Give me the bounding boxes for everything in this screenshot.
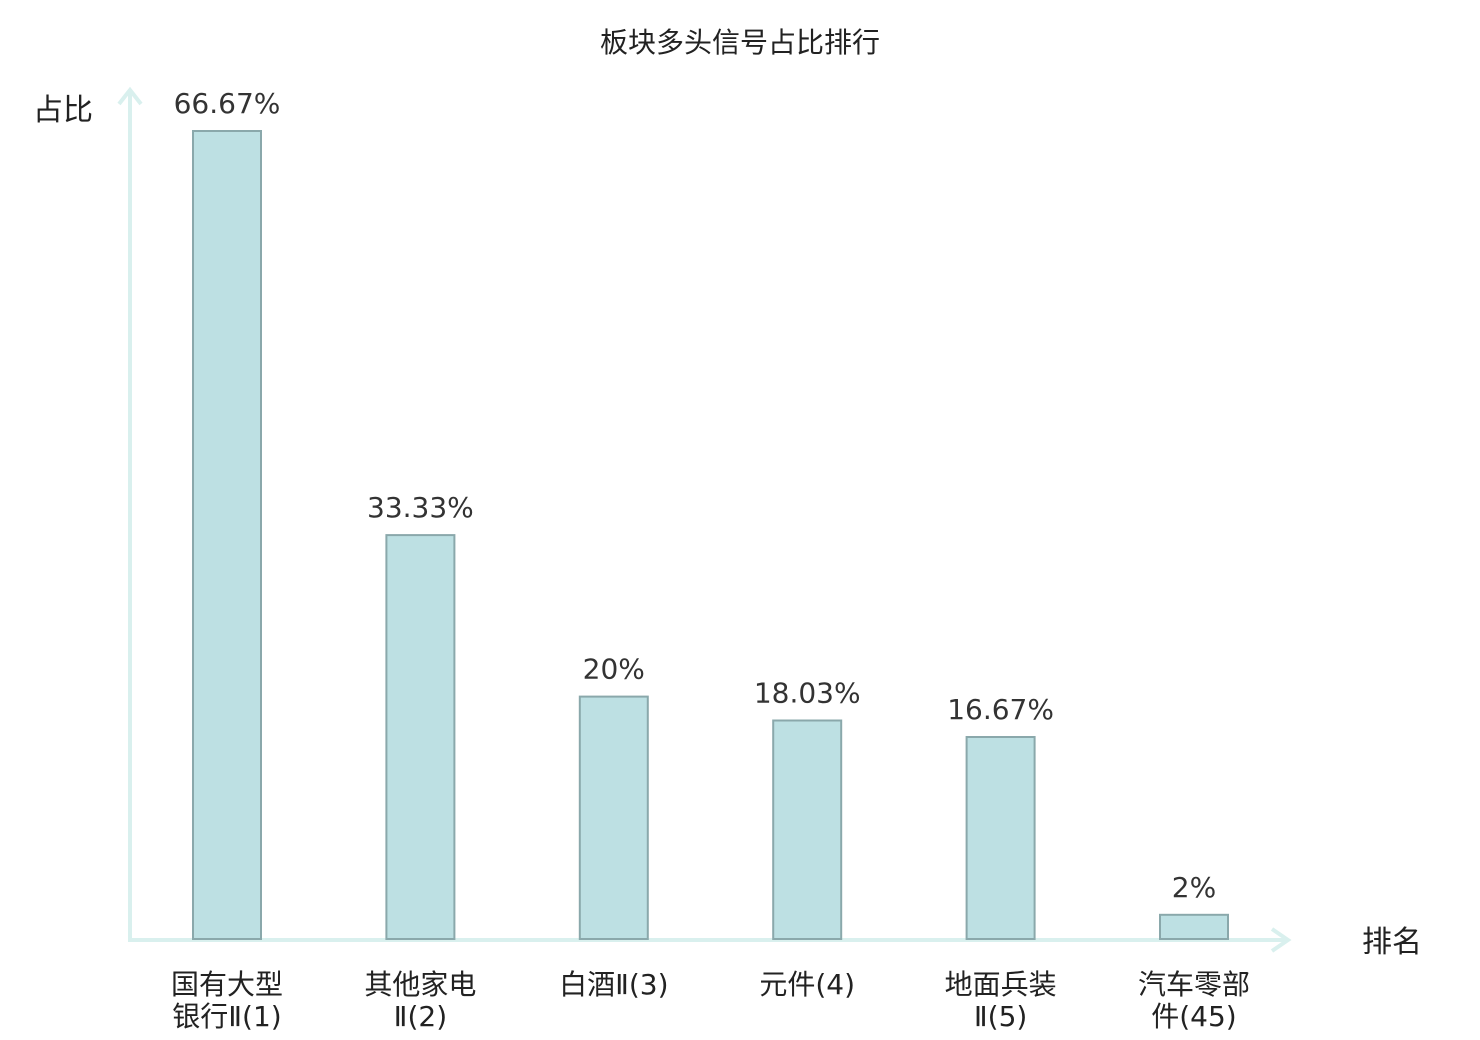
x-tick-label: 国有大型 — [171, 968, 283, 1001]
bar — [578, 695, 649, 940]
x-tick-label: 其他家电 — [364, 968, 476, 1001]
data-label: 20% — [583, 653, 645, 686]
chart-title: 板块多头信号占比排行 — [600, 26, 880, 59]
data-label: 2% — [1172, 871, 1216, 904]
x-tick-label: 地面兵装 — [945, 968, 1057, 1001]
data-label: 18.03% — [754, 677, 861, 710]
bar — [385, 534, 456, 940]
y-axis-label: 占比 — [33, 93, 93, 128]
x-tick-label: 元件(4) — [759, 968, 855, 1001]
x-tick-label: 银行Ⅱ(1) — [172, 1000, 281, 1033]
data-label: 16.67% — [947, 693, 1054, 726]
bar — [192, 130, 262, 940]
bar — [965, 736, 1036, 940]
x-tick-label: 白酒Ⅱ(3) — [559, 968, 668, 1001]
data-label: 66.67% — [174, 87, 281, 120]
x-axis-label: 排名 — [1362, 925, 1422, 960]
x-tick-label: 汽车零部 — [1138, 968, 1250, 1001]
bar — [772, 719, 843, 940]
x-tick-label: 件(45) — [1151, 1000, 1236, 1033]
bar — [1159, 913, 1229, 940]
x-tick-label: Ⅱ(2) — [394, 1000, 447, 1033]
x-axis-arrow — [1270, 927, 1292, 953]
x-tick-label: Ⅱ(5) — [974, 1000, 1027, 1033]
y-axis-arrow — [117, 86, 143, 106]
data-label: 33.33% — [367, 491, 474, 524]
